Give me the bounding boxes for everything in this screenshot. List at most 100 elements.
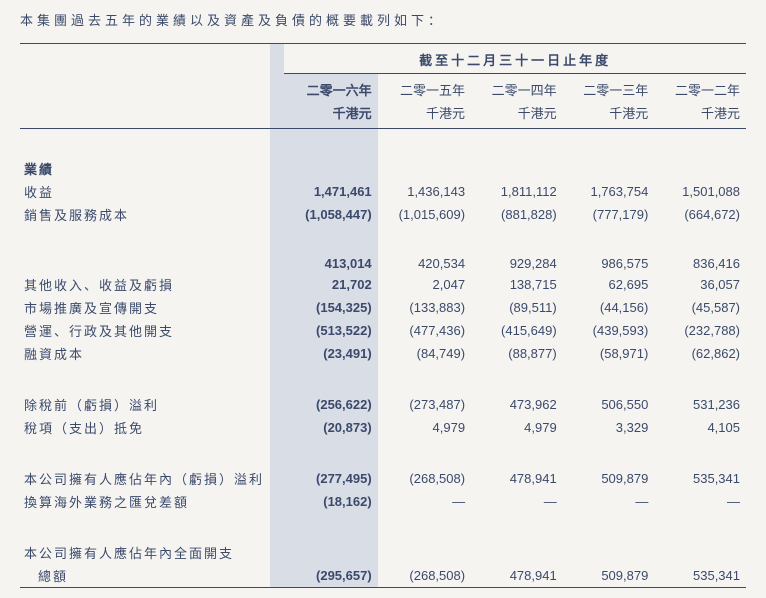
cell: (84,749) — [378, 342, 471, 365]
cell: 506,550 — [563, 393, 655, 416]
cell: 21,702 — [284, 273, 377, 296]
cell: 836,416 — [654, 254, 746, 273]
col-year-2012: 二零一二年 — [654, 74, 746, 102]
cell: 473,962 — [471, 393, 563, 416]
col-unit-2014: 千港元 — [471, 101, 563, 129]
cell: (45,587) — [654, 296, 746, 319]
cell: (477,436) — [378, 319, 471, 342]
cell: — — [471, 490, 563, 513]
table-row: 總額 (295,657) (268,508) 478,941 509,879 5… — [20, 564, 746, 587]
cell: (88,877) — [471, 342, 563, 365]
cell: (1,015,609) — [378, 203, 471, 226]
row-label: 除稅前（虧損）溢利 — [20, 393, 270, 416]
cell: 509,879 — [563, 467, 655, 490]
row-label: 融資成本 — [20, 342, 270, 365]
cell: (513,522) — [284, 319, 377, 342]
table-row: 融資成本 (23,491) (84,749) (88,877) (58,971)… — [20, 342, 746, 365]
cell: (268,508) — [378, 467, 471, 490]
cell: (295,657) — [284, 564, 377, 587]
cell: (62,862) — [654, 342, 746, 365]
row-label: 銷售及服務成本 — [20, 203, 270, 226]
table-row: 銷售及服務成本 (1,058,447) (1,015,609) (881,828… — [20, 203, 746, 226]
spanning-header: 截至十二月三十一日止年度 — [284, 44, 746, 74]
cell: 4,105 — [654, 416, 746, 439]
col-unit-2013: 千港元 — [563, 101, 655, 129]
cell: 1,763,754 — [563, 180, 655, 203]
cell: (20,873) — [284, 416, 377, 439]
cell: (89,511) — [471, 296, 563, 319]
row-label: 市場推廣及宣傳開支 — [20, 296, 270, 319]
cell: (154,325) — [284, 296, 377, 319]
cell: — — [378, 490, 471, 513]
cell: — — [654, 490, 746, 513]
cell: 36,057 — [654, 273, 746, 296]
table-row: 本公司擁有人應佔年內（虧損）溢利 (277,495) (268,508) 478… — [20, 467, 746, 490]
table-row: 換算海外業務之匯兌差額 (18,162) — — — — — [20, 490, 746, 513]
col-unit-2012: 千港元 — [654, 101, 746, 129]
cell: 986,575 — [563, 254, 655, 273]
cell: (277,495) — [284, 467, 377, 490]
cell: 929,284 — [471, 254, 563, 273]
table-row: 413,014 420,534 929,284 986,575 836,416 — [20, 254, 746, 273]
table-row: 稅項（支出）抵免 (20,873) 4,979 4,979 3,329 4,10… — [20, 416, 746, 439]
row-label: 其他收入、收益及虧損 — [20, 273, 270, 296]
section-results: 業績 — [20, 157, 270, 180]
cell: (664,672) — [654, 203, 746, 226]
row-label — [20, 254, 270, 273]
cell: 2,047 — [378, 273, 471, 296]
row-label: 本公司擁有人應佔年內（虧損）溢利 — [20, 467, 270, 490]
col-unit-2016: 千港元 — [284, 101, 377, 129]
col-year-2015: 二零一五年 — [378, 74, 471, 102]
col-year-2014: 二零一四年 — [471, 74, 563, 102]
table-row: 營運、行政及其他開支 (513,522) (477,436) (415,649)… — [20, 319, 746, 342]
cell: (44,156) — [563, 296, 655, 319]
financial-table: 截至十二月三十一日止年度 二零一六年 二零一五年 二零一四年 二零一三年 二零一… — [20, 43, 746, 588]
cell: 138,715 — [471, 273, 563, 296]
cell: 1,471,461 — [284, 180, 377, 203]
cell: (273,487) — [378, 393, 471, 416]
row-label: 營運、行政及其他開支 — [20, 319, 270, 342]
cell: 535,341 — [654, 467, 746, 490]
cell: 1,811,112 — [471, 180, 563, 203]
row-label: 收益 — [20, 180, 270, 203]
row-label: 本公司擁有人應佔年內全面開支 — [20, 541, 270, 564]
cell: (232,788) — [654, 319, 746, 342]
cell: — — [563, 490, 655, 513]
table-row: 收益 1,471,461 1,436,143 1,811,112 1,763,7… — [20, 180, 746, 203]
cell: 535,341 — [654, 564, 746, 587]
cell: 62,695 — [563, 273, 655, 296]
cell: (268,508) — [378, 564, 471, 587]
cell: 413,014 — [284, 254, 377, 273]
row-label: 換算海外業務之匯兌差額 — [20, 490, 270, 513]
cell: 1,501,088 — [654, 180, 746, 203]
cell: 3,329 — [563, 416, 655, 439]
cell: (58,971) — [563, 342, 655, 365]
cell: 1,436,143 — [378, 180, 471, 203]
cell: (256,622) — [284, 393, 377, 416]
cell: (415,649) — [471, 319, 563, 342]
col-year-2016: 二零一六年 — [284, 74, 377, 102]
cell: (133,883) — [378, 296, 471, 319]
cell: 4,979 — [378, 416, 471, 439]
col-year-2013: 二零一三年 — [563, 74, 655, 102]
cell: 478,941 — [471, 564, 563, 587]
table-row: 除稅前（虧損）溢利 (256,622) (273,487) 473,962 50… — [20, 393, 746, 416]
cell: 531,236 — [654, 393, 746, 416]
row-label: 稅項（支出）抵免 — [20, 416, 270, 439]
row-label: 總額 — [20, 564, 270, 587]
col-unit-2015: 千港元 — [378, 101, 471, 129]
table-row: 其他收入、收益及虧損 21,702 2,047 138,715 62,695 3… — [20, 273, 746, 296]
cell: (777,179) — [563, 203, 655, 226]
table-row: 本公司擁有人應佔年內全面開支 — [20, 541, 746, 564]
cell: (18,162) — [284, 490, 377, 513]
table-row: 市場推廣及宣傳開支 (154,325) (133,883) (89,511) (… — [20, 296, 746, 319]
cell: 478,941 — [471, 467, 563, 490]
cell: 509,879 — [563, 564, 655, 587]
cell: 4,979 — [471, 416, 563, 439]
intro-text: 本集團過去五年的業績以及資產及負債的概要載列如下： — [20, 10, 746, 29]
cell: (1,058,447) — [284, 203, 377, 226]
cell: 420,534 — [378, 254, 471, 273]
cell: (881,828) — [471, 203, 563, 226]
cell: (23,491) — [284, 342, 377, 365]
cell: (439,593) — [563, 319, 655, 342]
